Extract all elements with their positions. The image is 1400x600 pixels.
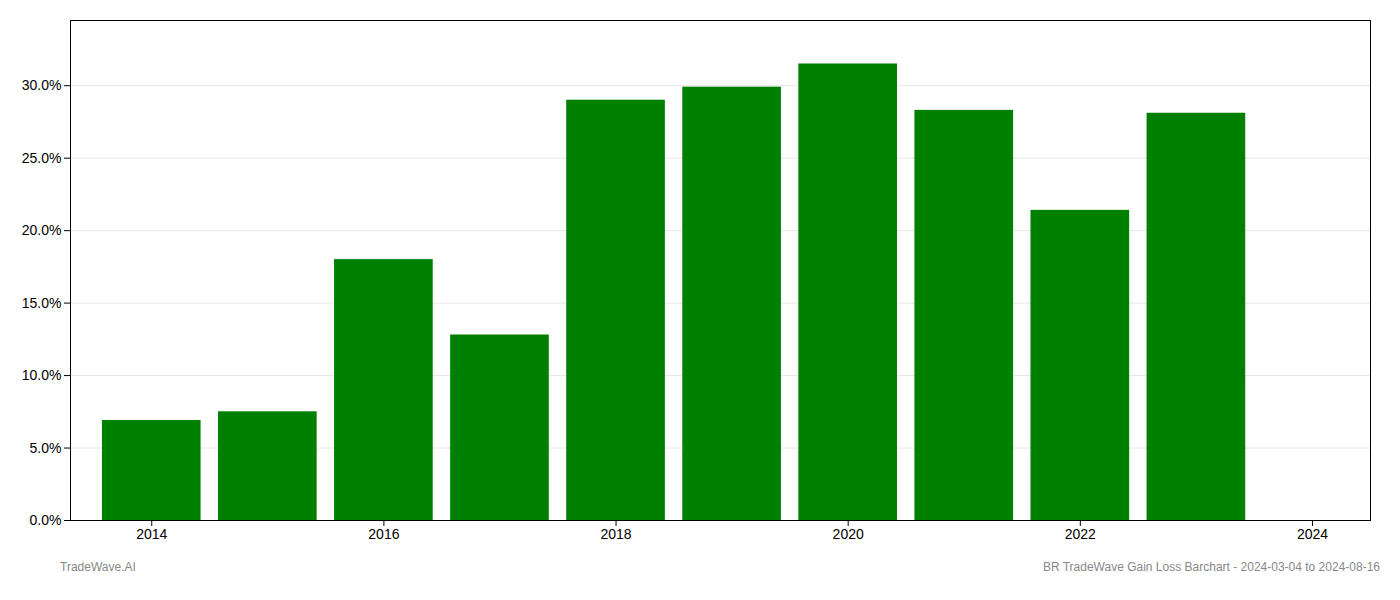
svg-text:2024: 2024 [1297,526,1328,542]
svg-text:2018: 2018 [600,526,631,542]
svg-text:2014: 2014 [136,526,167,542]
svg-text:20.0%: 20.0% [22,222,62,238]
svg-text:25.0%: 25.0% [22,150,62,166]
html-text:BR TradeWave Gain Loss Barchar: BR TradeWave Gain Loss Barchart - 2024-0… [1042,560,1380,574]
svg-text:0.0%: 0.0% [30,512,62,528]
svg-text:2016: 2016 [368,526,399,542]
svg-text:30.0%: 30.0% [22,77,62,93]
svg-text:5.0%: 5.0% [30,440,62,456]
svg-text:2022: 2022 [1065,526,1096,542]
svg-text:2020: 2020 [833,526,864,542]
svg-text:10.0%: 10.0% [22,367,62,383]
svg-text:15.0%: 15.0% [22,295,62,311]
html-text:TradeWave.AI: TradeWave.AI [60,560,136,574]
